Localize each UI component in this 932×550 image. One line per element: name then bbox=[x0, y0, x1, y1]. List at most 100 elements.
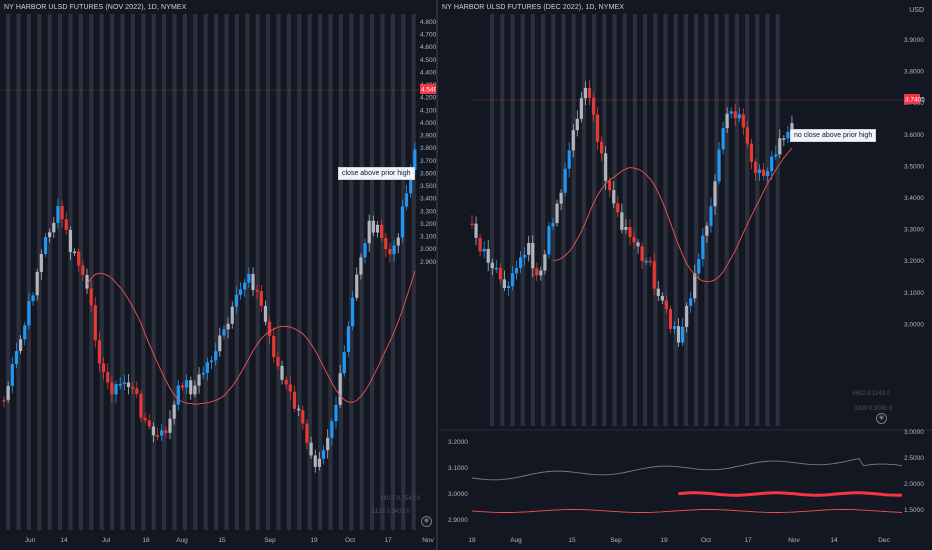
candle-body bbox=[64, 219, 68, 231]
date-tick-label: Nov bbox=[788, 537, 800, 544]
candle-body bbox=[563, 168, 567, 193]
candle-body bbox=[404, 193, 409, 207]
weekend-band bbox=[286, 14, 291, 530]
candle-body bbox=[93, 305, 97, 341]
candle-body bbox=[268, 321, 272, 336]
candle-body bbox=[648, 260, 652, 263]
candle-body bbox=[571, 130, 575, 151]
candle-body bbox=[346, 326, 351, 352]
left-chart-pane[interactable]: 4.80004.70004.60004.50004.40004.30004.20… bbox=[0, 0, 436, 550]
weekend-band bbox=[653, 14, 658, 426]
candle-body bbox=[110, 382, 114, 395]
right-chart-pane[interactable]: 3.90003.80003.70003.60003.50003.40003.30… bbox=[438, 0, 932, 550]
candle-body bbox=[355, 274, 359, 298]
candle-body bbox=[632, 237, 636, 243]
candle-body bbox=[396, 237, 400, 246]
right-chart-canvas[interactable]: 3.90003.80003.70003.60003.50003.40003.30… bbox=[438, 0, 932, 550]
candle-body bbox=[624, 227, 628, 230]
candle-body bbox=[725, 113, 729, 129]
right-annotation-label[interactable]: no close above prior high bbox=[790, 129, 877, 142]
weekend-band bbox=[581, 14, 586, 426]
weekend-band bbox=[99, 14, 104, 530]
candle-body bbox=[251, 273, 255, 291]
weekend-band bbox=[622, 14, 627, 426]
pane-divider[interactable] bbox=[436, 0, 438, 550]
weekend-band bbox=[673, 14, 678, 426]
candle-body bbox=[338, 373, 342, 405]
candle-body bbox=[685, 305, 689, 327]
date-tick-label: Oct bbox=[345, 537, 355, 544]
date-tick-label: Oct bbox=[701, 537, 711, 544]
candle-body bbox=[43, 237, 48, 255]
date-tick-label: 15 bbox=[568, 537, 576, 544]
indicator-red-thin-line bbox=[471, 509, 903, 513]
candle-body bbox=[470, 223, 474, 226]
candle-body bbox=[292, 391, 297, 409]
date-tick-label: Sep bbox=[264, 537, 276, 544]
candle-body bbox=[297, 408, 301, 411]
candle-body bbox=[701, 235, 705, 260]
weekend-band bbox=[37, 14, 42, 530]
eye-icon[interactable]: ◉ bbox=[876, 413, 887, 424]
candle-body bbox=[276, 357, 280, 366]
price-tick-label: 3.7000 bbox=[420, 158, 436, 165]
candle-body bbox=[126, 382, 131, 387]
candle-body bbox=[77, 251, 81, 266]
price-tick-label: 3.9000 bbox=[904, 37, 924, 44]
weekend-band bbox=[561, 14, 566, 426]
candle-body bbox=[628, 227, 632, 238]
candle-body bbox=[644, 260, 648, 263]
weekend-band bbox=[255, 14, 260, 530]
candle-body bbox=[209, 360, 214, 363]
candle-body bbox=[375, 224, 380, 233]
weekend-band bbox=[214, 14, 219, 530]
candle-body bbox=[135, 388, 139, 394]
indicator-gray-line bbox=[471, 457, 903, 481]
price-tick-label: 4.0000 bbox=[420, 120, 436, 127]
price-tick-label: 4.4000 bbox=[420, 69, 436, 76]
price-tick-label: 3.5000 bbox=[420, 183, 436, 190]
candle-body bbox=[579, 98, 583, 119]
candle-body bbox=[721, 128, 725, 150]
left-annotation-label[interactable]: close above prior high bbox=[338, 167, 415, 180]
weekend-band bbox=[694, 14, 699, 426]
candle-body bbox=[498, 267, 502, 280]
left-chart-canvas[interactable]: 4.80004.70004.60004.50004.40004.30004.20… bbox=[0, 0, 436, 550]
candle-body bbox=[31, 295, 35, 302]
candle-body bbox=[608, 180, 612, 191]
candle-body bbox=[575, 118, 579, 131]
price-tick-label: 4.8000 bbox=[420, 19, 436, 26]
weekend-band bbox=[530, 14, 535, 426]
candle-body bbox=[168, 418, 172, 433]
candle-body bbox=[102, 363, 106, 373]
candle-body bbox=[506, 285, 511, 289]
candle-body bbox=[693, 273, 697, 299]
candle-body bbox=[547, 226, 551, 255]
candle-body bbox=[656, 288, 660, 296]
price-tick-label: 3.3000 bbox=[420, 208, 436, 215]
candle-body bbox=[39, 254, 43, 272]
weekend-band bbox=[328, 14, 333, 530]
candle-body bbox=[753, 161, 758, 174]
date-tick-label: Nov bbox=[422, 537, 434, 544]
candle-body bbox=[189, 380, 193, 395]
candle-body bbox=[676, 326, 681, 343]
weekend-band bbox=[380, 14, 385, 530]
candle-body bbox=[226, 323, 230, 330]
candle-body bbox=[413, 149, 417, 171]
weekend-band bbox=[193, 14, 198, 530]
eye-icon[interactable]: ◉ bbox=[421, 516, 432, 527]
date-tick-label: Jun bbox=[25, 537, 36, 544]
candle-body bbox=[490, 262, 494, 269]
candle-body bbox=[709, 206, 713, 226]
candle-body bbox=[27, 301, 31, 326]
weekend-band bbox=[349, 14, 354, 530]
date-tick-label: 18 bbox=[468, 537, 476, 544]
candle-body bbox=[151, 426, 155, 436]
candle-body bbox=[367, 220, 371, 244]
candle-body bbox=[131, 386, 135, 389]
candle-body bbox=[272, 335, 276, 358]
price-tick-label: 3.1000 bbox=[420, 234, 436, 241]
candle-body bbox=[567, 150, 571, 169]
price-tick-label: 3.2000 bbox=[420, 221, 436, 228]
